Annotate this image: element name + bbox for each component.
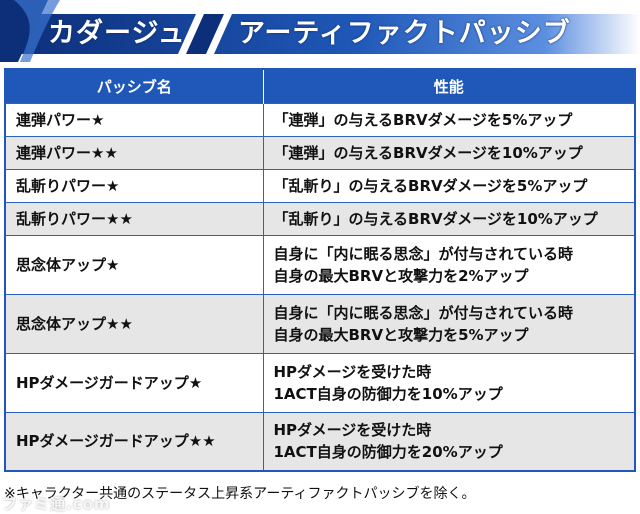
character-name: カダージュ: [48, 18, 186, 49]
table-row: HPダメージガードアップ★★ HPダメージを受けた時 1ACT自身の防御力を20…: [4, 411, 636, 472]
passive-name: 乱斬りパワー★★: [4, 201, 264, 236]
passive-effect: 自身に「内に眠る思念」が付与されている時 自身の最大BRVと攻撃力を2%アップ: [262, 234, 636, 295]
effect-line: 「乱斬り」の与えるBRVダメージを10%アップ: [273, 209, 598, 228]
column-header-passive-name: パッシブ名: [5, 69, 264, 103]
passive-effect: HPダメージを受けた時 1ACT自身の防御力を10%アップ: [262, 352, 636, 413]
table-row: HPダメージガードアップ★ HPダメージを受けた時 1ACT自身の防御力を10%…: [4, 352, 636, 413]
effect-line: 「連弾」の与えるBRVダメージを10%アップ: [273, 143, 583, 162]
passive-name: 連弾パワー★: [4, 102, 264, 137]
header-banner: カダージュ アーティファクトパッシブ: [0, 0, 640, 62]
table-row: 思念体アップ★★ 自身に「内に眠る思念」が付与されている時 自身の最大BRVと攻…: [4, 293, 636, 354]
effect-line: HPダメージを受けた時: [273, 421, 432, 440]
passive-name: 乱斬りパワー★: [4, 168, 264, 203]
section-title: アーティファクトパッシブ: [238, 18, 571, 49]
passive-effect: 「乱斬り」の与えるBRVダメージを10%アップ: [262, 201, 636, 236]
effect-line: HPダメージを受けた時: [273, 362, 432, 381]
table-row: 思念体アップ★ 自身に「内に眠る思念」が付与されている時 自身の最大BRVと攻撃…: [4, 234, 636, 295]
effect-line: 自身に「内に眠る思念」が付与されている時: [273, 303, 574, 322]
header-swoosh-graphic: [0, 0, 640, 62]
passive-effect: 「連弾」の与えるBRVダメージを10%アップ: [262, 135, 636, 170]
passive-effect: HPダメージを受けた時 1ACT自身の防御力を20%アップ: [262, 411, 636, 472]
effect-line: 1ACT自身の防御力を10%アップ: [273, 384, 503, 403]
column-header-performance: 性能: [263, 69, 635, 103]
passive-name: HPダメージガードアップ★: [4, 352, 264, 413]
passive-name: 思念体アップ★: [4, 234, 264, 295]
passive-name: 連弾パワー★★: [4, 135, 264, 170]
table-row: 乱斬りパワー★★ 「乱斬り」の与えるBRVダメージを10%アップ: [4, 201, 636, 236]
table-row: 乱斬りパワー★ 「乱斬り」の与えるBRVダメージを5%アップ: [4, 168, 636, 203]
passive-table: パッシブ名 性能 連弾パワー★ 「連弾」の与えるBRVダメージを5%アップ 連弾…: [4, 68, 636, 472]
passive-name: HPダメージガードアップ★★: [4, 411, 264, 472]
effect-line: 「連弾」の与えるBRVダメージを5%アップ: [273, 110, 573, 129]
watermark-logo: ファミ通.com: [2, 495, 111, 513]
table-header-row: パッシブ名 性能: [5, 69, 635, 103]
table-row: 連弾パワー★★ 「連弾」の与えるBRVダメージを10%アップ: [4, 135, 636, 170]
passive-name: 思念体アップ★★: [4, 293, 264, 354]
footnote: ※キャラクター共通のステータス上昇系アーティファクトパッシブを除く。: [4, 486, 476, 502]
effect-line: 自身の最大BRVと攻撃力を5%アップ: [273, 325, 529, 344]
passive-effect: 「乱斬り」の与えるBRVダメージを5%アップ: [262, 168, 636, 203]
table-row: 連弾パワー★ 「連弾」の与えるBRVダメージを5%アップ: [4, 102, 636, 137]
effect-line: 自身の最大BRVと攻撃力を2%アップ: [273, 266, 529, 285]
effect-line: 「乱斬り」の与えるBRVダメージを5%アップ: [273, 176, 588, 195]
effect-line: 1ACT自身の防御力を20%アップ: [273, 443, 503, 462]
passive-effect: 自身に「内に眠る思念」が付与されている時 自身の最大BRVと攻撃力を5%アップ: [262, 293, 636, 354]
effect-line: 自身に「内に眠る思念」が付与されている時: [273, 244, 574, 263]
passive-effect: 「連弾」の与えるBRVダメージを5%アップ: [262, 102, 636, 137]
